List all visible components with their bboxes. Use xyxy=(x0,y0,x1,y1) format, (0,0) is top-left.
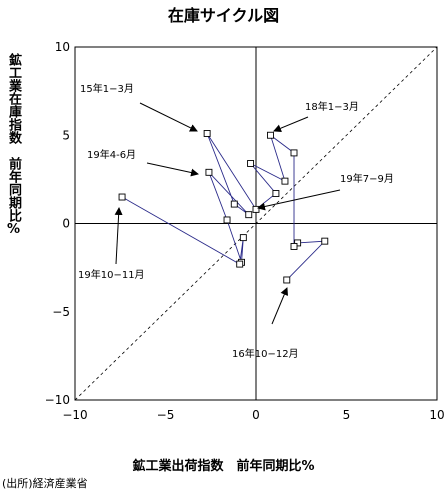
y-tick-label: −10 xyxy=(45,393,70,407)
annotation-arrow xyxy=(114,207,123,265)
data-point-marker xyxy=(236,260,244,268)
data-point-marker xyxy=(245,211,253,219)
annotation-arrow xyxy=(146,162,199,177)
data-point-marker xyxy=(290,242,298,250)
data-point-marker xyxy=(281,177,289,185)
data-point-marker xyxy=(247,160,255,167)
annotation-arrow xyxy=(139,102,198,132)
data-point-marker xyxy=(267,131,274,139)
chart-title: 在庫サイクル図 xyxy=(167,6,280,25)
annotation-label: 16年10−12月 xyxy=(232,347,299,360)
data-point-marker xyxy=(283,276,291,284)
data-point-marker xyxy=(252,205,260,213)
annotation-arrow xyxy=(273,116,309,133)
annotation-label: 19年4-6月 xyxy=(87,148,136,161)
annotation-label: 19年10−11月 xyxy=(78,268,145,281)
data-point-marker xyxy=(239,234,247,242)
x-tick-label: 0 xyxy=(252,408,260,422)
y-axis-label-container: 鉱工業在庫指数 前年同期比% xyxy=(2,53,21,237)
annotation-label: 18年1−3月 xyxy=(305,100,359,113)
data-point-marker xyxy=(230,200,238,208)
x-axis-label: 鉱工業出荷指数 前年同期比% xyxy=(132,459,315,474)
y-tick-label: 0 xyxy=(62,217,70,231)
annotation-arrow xyxy=(271,287,288,325)
data-point-marker xyxy=(223,216,231,224)
data-point-marker xyxy=(118,193,126,201)
x-tick-label: −5 xyxy=(157,408,175,422)
x-tick-label: 5 xyxy=(343,408,351,422)
y-tick-label: −5 xyxy=(52,305,70,319)
x-tick-label: −10 xyxy=(62,408,87,422)
data-point-marker xyxy=(272,190,280,197)
x-tick-label: 10 xyxy=(429,408,444,422)
annotation-arrow xyxy=(257,189,341,211)
data-point-marker xyxy=(321,237,329,245)
annotation-label: 19年7−9月 xyxy=(340,172,394,185)
y-tick-label: 10 xyxy=(55,40,70,54)
data-point-marker xyxy=(203,130,211,137)
source-note: (出所)経済産業省 xyxy=(2,477,88,490)
data-point-marker xyxy=(205,168,213,176)
data-point-marker xyxy=(290,149,298,157)
annotation-label: 15年1−3月 xyxy=(80,82,134,95)
y-axis-label: 鉱工業在庫指数 前年同期比% xyxy=(6,53,21,237)
y-tick-label: 5 xyxy=(62,128,70,142)
data-point-marker xyxy=(294,239,302,247)
